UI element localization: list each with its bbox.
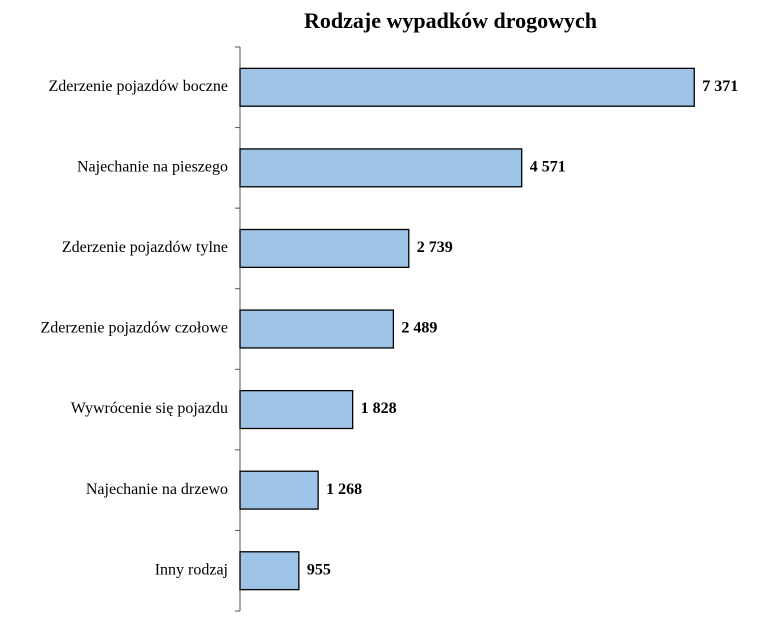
data-label: 2 739 [417,239,453,256]
category-label: Wywrócenie się pojazdu [71,400,228,417]
bar [239,551,300,591]
data-label: 4 571 [530,159,566,176]
bar [239,389,354,430]
data-label: 2 489 [401,320,437,337]
category-label: Zderzenie pojazdów czołowe [41,320,228,337]
chart-title: Rodzaje wypadków drogowych [304,8,597,33]
data-label: 7 371 [702,78,738,95]
labels-layer: Zderzenie pojazdów boczne 7 371 Najechanie… [41,78,739,578]
category-label: Najechanie na drzewo [86,481,228,498]
bar [239,67,695,107]
bar [239,228,410,269]
category-label: Zderzenie pojazdów boczne [49,78,228,95]
bar [239,309,395,349]
category-label: Inny rodzaj [155,561,228,578]
bar [239,148,523,188]
axis-layer [235,46,241,612]
data-label: 1 268 [326,481,362,498]
category-label: Zderzenie pojazdów tylne [62,239,228,256]
bars-layer [239,67,695,591]
bar [239,470,319,510]
category-label: Najechanie na pieszego [77,159,228,176]
data-label: 1 828 [361,400,397,417]
data-label: 955 [307,561,331,578]
